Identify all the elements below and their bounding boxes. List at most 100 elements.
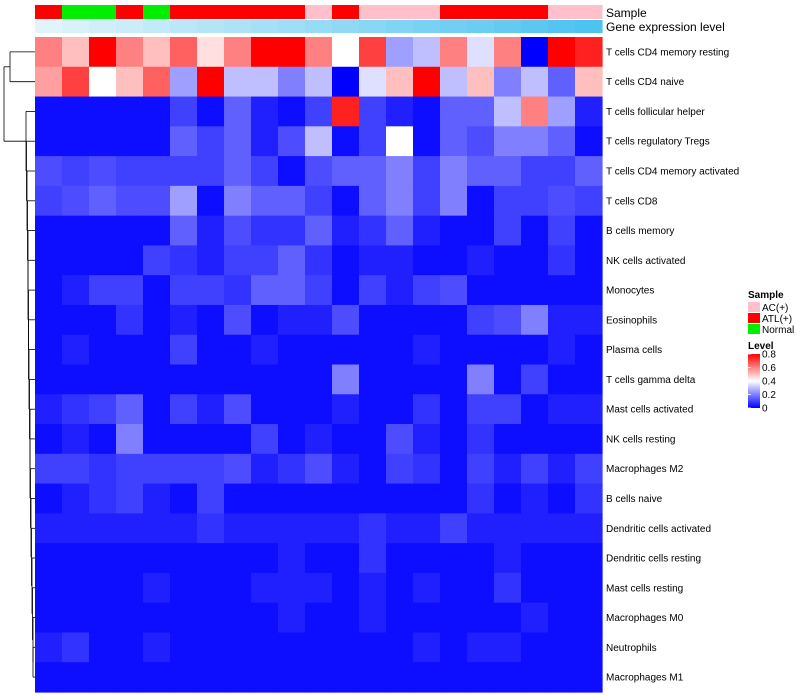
heatmap-cell — [224, 334, 252, 366]
heatmap-cell — [521, 483, 549, 514]
heatmap-cell — [548, 483, 576, 514]
expression-annotation-cell — [224, 20, 252, 33]
heatmap-cell — [467, 185, 495, 217]
heatmap-cell — [440, 424, 468, 455]
heatmap-cell — [89, 602, 117, 634]
row-labels: T cells CD4 memory resting T cells CD4 na… — [606, 47, 739, 683]
legend-level-title: Level — [748, 341, 774, 352]
heatmap-cell — [251, 37, 279, 68]
heatmap-cell — [305, 126, 333, 157]
heatmap-cell — [494, 245, 522, 276]
heatmap-cell — [170, 185, 198, 217]
heatmap-cell — [467, 215, 495, 247]
legend-sample-label: AC(+) — [762, 303, 788, 314]
heatmap-cell — [305, 453, 333, 485]
heatmap-cell — [251, 185, 279, 217]
heatmap-cell — [494, 334, 522, 366]
heatmap-cell — [305, 394, 333, 425]
heatmap-cell — [386, 334, 414, 366]
heatmap-cell — [575, 483, 603, 514]
heatmap-cell — [278, 126, 306, 157]
heatmap-cell — [305, 543, 333, 574]
heatmap-cell — [548, 662, 576, 693]
heatmap-cell — [494, 215, 522, 247]
heatmap-cell — [467, 662, 495, 693]
heatmap-cell — [413, 424, 441, 455]
heatmap-cell — [575, 66, 603, 98]
sample-annotation-cell — [116, 5, 144, 19]
heatmap-cell — [89, 304, 117, 336]
heatmap-cell — [143, 483, 171, 514]
heatmap-cell — [224, 364, 252, 395]
heatmap-cell — [521, 156, 549, 187]
heatmap-cell — [440, 245, 468, 276]
row-label: Dendritic cells activated — [606, 524, 711, 535]
heatmap-cell — [35, 572, 63, 604]
heatmap-cell — [467, 126, 495, 157]
heatmap-cell — [332, 275, 360, 306]
heatmap-cell — [332, 632, 360, 663]
heatmap-cell — [62, 275, 90, 306]
legend-sample-title: Sample — [748, 290, 784, 301]
heatmap-cell — [197, 126, 225, 157]
heatmap-cell — [548, 394, 576, 425]
heatmap-cell — [386, 185, 414, 217]
sample-annotation-cell — [251, 5, 279, 19]
heatmap-cell — [35, 215, 63, 247]
heatmap-cell — [170, 156, 198, 187]
heatmap-cell — [548, 245, 576, 276]
heatmap-cell — [224, 245, 252, 276]
heatmap-cell — [197, 483, 225, 514]
heatmap-cell — [116, 632, 144, 663]
heatmap-cell — [440, 37, 468, 68]
heatmap-cell — [494, 364, 522, 395]
expression-annotation-cell — [332, 20, 360, 33]
legend-level-tick-label: 0.2 — [762, 390, 776, 401]
heatmap-cell — [467, 37, 495, 68]
expression-annotation-cell — [143, 20, 171, 33]
heatmap-cell — [386, 394, 414, 425]
heatmap-cell — [413, 483, 441, 514]
heatmap-cell — [332, 215, 360, 247]
heatmap-cell — [278, 632, 306, 663]
heatmap-cell — [35, 513, 63, 544]
heatmap-cell — [494, 126, 522, 157]
row-label: Eosinophils — [606, 315, 657, 326]
heatmap-cell — [251, 453, 279, 485]
heatmap-cell — [197, 304, 225, 336]
heatmap-cell — [62, 37, 90, 68]
heatmap-cell — [35, 156, 63, 187]
heatmap-cell — [197, 334, 225, 366]
heatmap-cell — [548, 513, 576, 544]
heatmap-cell — [251, 275, 279, 306]
heatmap-cell — [224, 513, 252, 544]
heatmap-cell — [413, 662, 441, 693]
heatmap-cell — [494, 156, 522, 187]
heatmap-cell — [116, 215, 144, 247]
heatmap-cell — [494, 304, 522, 336]
heatmap-cell — [359, 66, 387, 98]
heatmap-cell — [359, 662, 387, 693]
heatmap-cell — [413, 334, 441, 366]
heatmap-cell — [89, 126, 117, 157]
heatmap-cell — [548, 96, 576, 127]
expression-annotation-cell — [467, 20, 495, 33]
heatmap-cell — [89, 275, 117, 306]
heatmap-cell — [467, 632, 495, 663]
heatmap-cell — [89, 543, 117, 574]
heatmap-cell — [278, 572, 306, 604]
heatmap-cell — [440, 483, 468, 514]
heatmap-cell — [143, 602, 171, 634]
sample-annotation-cell — [143, 5, 171, 19]
row-label: T cells CD4 naive — [606, 77, 685, 88]
heatmap-cell — [197, 66, 225, 98]
heatmap-cell — [521, 453, 549, 485]
heatmap-cell — [224, 185, 252, 217]
heatmap-cell — [305, 245, 333, 276]
heatmap-cell — [278, 185, 306, 217]
heatmap-cell — [143, 156, 171, 187]
heatmap-cell — [62, 215, 90, 247]
heatmap-cell — [386, 364, 414, 395]
heatmap-cell — [386, 245, 414, 276]
heatmap-cell — [494, 543, 522, 574]
